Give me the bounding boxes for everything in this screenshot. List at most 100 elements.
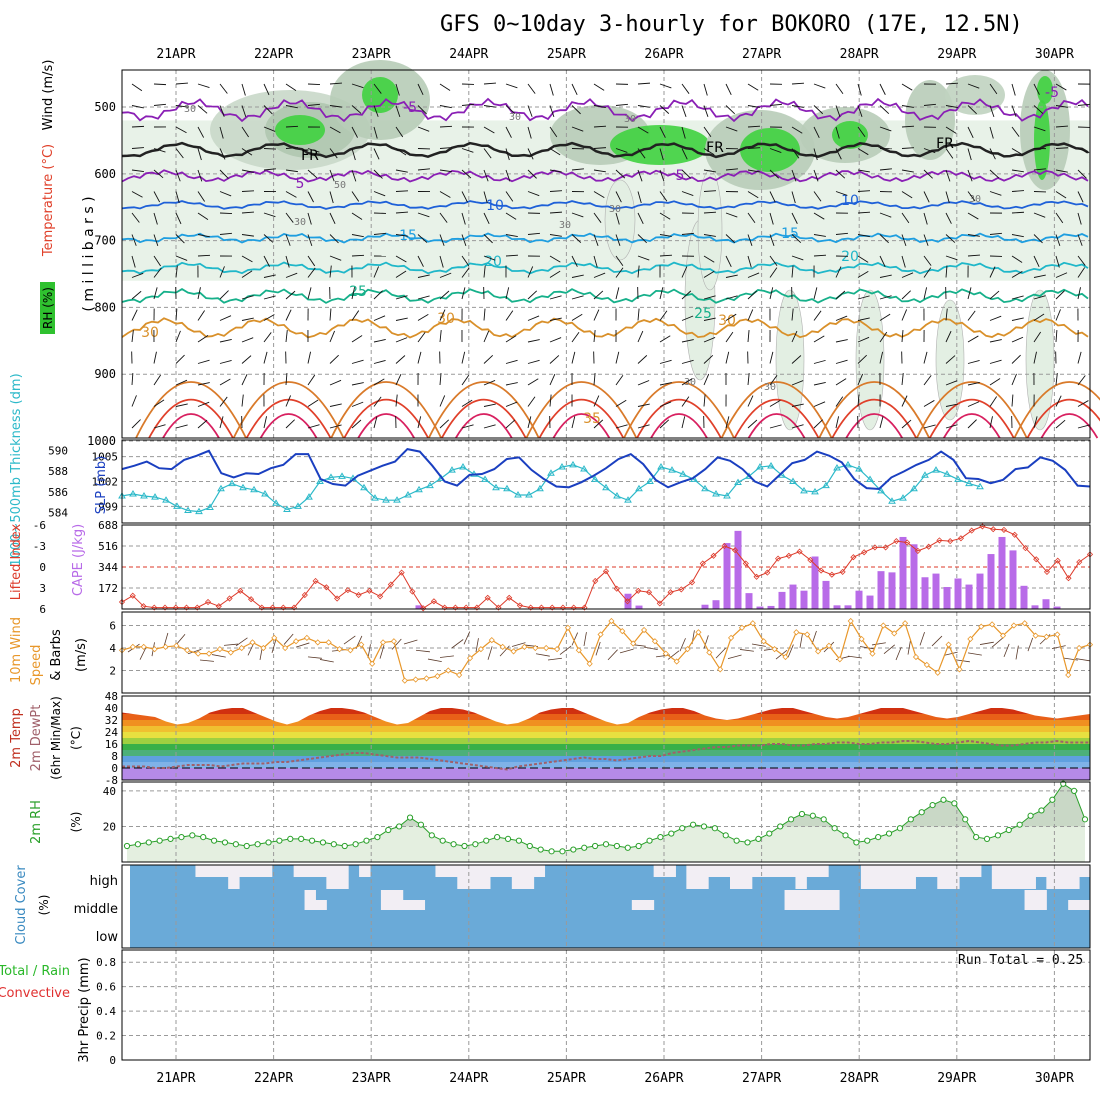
wind-barb bbox=[307, 169, 318, 179]
wind-barb bbox=[879, 274, 892, 278]
wind-barb bbox=[1033, 255, 1040, 268]
wind-barb bbox=[703, 126, 712, 138]
wind-speed-line bbox=[121, 619, 1091, 682]
wind-barb bbox=[1055, 234, 1061, 247]
lifted-index-point bbox=[377, 593, 384, 600]
cape-bar bbox=[778, 591, 786, 609]
cloud-clear-high bbox=[915, 865, 927, 877]
cape-bar bbox=[767, 605, 775, 609]
lifted-index-point bbox=[1054, 557, 1061, 564]
cloud-clear-high bbox=[1046, 865, 1058, 889]
lifted-index-markers bbox=[118, 523, 1094, 612]
wind-speed-point bbox=[619, 628, 626, 635]
wind-barb bbox=[461, 287, 466, 300]
wind-barb bbox=[747, 191, 759, 199]
temperature-band bbox=[122, 750, 1090, 756]
run-total-label: Run Total = 0.25 bbox=[958, 953, 1084, 968]
wind-barb bbox=[681, 290, 692, 300]
wind-barb bbox=[901, 212, 910, 224]
wind-speed-point bbox=[184, 647, 191, 654]
wind-barb bbox=[197, 310, 205, 321]
thickness-point bbox=[910, 484, 918, 492]
wind-barb bbox=[1077, 375, 1086, 386]
wind-barb bbox=[637, 169, 643, 182]
cape-bar bbox=[800, 590, 808, 609]
wind-barb bbox=[131, 419, 141, 429]
rh-axis-label: RH (%) bbox=[41, 287, 55, 329]
wind-speed-point bbox=[804, 631, 811, 638]
pressure-tick: 500 bbox=[94, 100, 116, 114]
wind-barb bbox=[945, 265, 948, 278]
rh2m-point bbox=[167, 835, 174, 842]
wind-barb bbox=[263, 332, 272, 343]
wind-barb bbox=[197, 254, 211, 257]
wind-barb bbox=[593, 419, 604, 429]
surface-wind-barb bbox=[907, 640, 911, 655]
wind-barb bbox=[791, 191, 796, 204]
surface-wind-barb bbox=[571, 632, 579, 646]
wind-barb bbox=[703, 337, 716, 343]
wind-barb bbox=[483, 255, 496, 261]
lifted-index-point bbox=[334, 595, 341, 602]
thickness-point bbox=[239, 483, 247, 491]
wind-barb bbox=[439, 147, 452, 149]
wind-barb bbox=[549, 148, 561, 156]
cape-bar bbox=[1042, 599, 1050, 609]
wind-speed-point bbox=[162, 643, 169, 650]
wind-speed-point bbox=[445, 667, 452, 674]
wind-barb bbox=[725, 313, 737, 321]
wind-barb bbox=[945, 169, 951, 182]
lifted-index-point bbox=[785, 552, 792, 559]
isotherm-label: 30 bbox=[141, 325, 159, 341]
wind-barb bbox=[791, 212, 798, 224]
wind-barb bbox=[923, 191, 930, 203]
cape-tick: 516 bbox=[98, 540, 118, 553]
wind-barb bbox=[505, 169, 511, 182]
wind-speed-point bbox=[673, 658, 680, 665]
lifted-index-point bbox=[678, 586, 685, 593]
chart-title: GFS 0~10day 3-hourly for BOKORO (17E, 12… bbox=[440, 12, 1023, 37]
temp-units-label: (°C) bbox=[69, 726, 83, 750]
wind-barb bbox=[285, 191, 297, 198]
wind-barb bbox=[1077, 400, 1089, 407]
lifted-index-point bbox=[796, 548, 803, 555]
rh2m-point bbox=[940, 796, 947, 803]
precip-tick: 0.6 bbox=[96, 981, 116, 994]
wind-barb bbox=[549, 126, 558, 138]
wind-barb bbox=[725, 105, 735, 115]
wind-barb bbox=[483, 82, 496, 85]
lifted-index-point bbox=[452, 604, 459, 611]
wind-barb bbox=[681, 105, 687, 117]
wind-speed-point bbox=[238, 644, 245, 652]
wind-barb bbox=[461, 424, 474, 429]
wind-barb bbox=[571, 105, 581, 115]
wind-axis-label: Wind (m/s) bbox=[41, 60, 56, 131]
wind-barb bbox=[417, 83, 424, 96]
wind-barb bbox=[1055, 290, 1065, 300]
wind-barb bbox=[461, 399, 473, 407]
wind-barb bbox=[593, 272, 606, 278]
surface-wind-barb bbox=[643, 646, 658, 650]
wind-barb bbox=[901, 234, 907, 246]
wind-barb bbox=[593, 255, 598, 268]
wind-barb bbox=[175, 330, 181, 343]
wind-barb bbox=[329, 255, 342, 261]
surface-wind-barb bbox=[499, 645, 510, 657]
wind-barb bbox=[923, 148, 936, 154]
wind-barb bbox=[1011, 317, 1024, 321]
wind-barb bbox=[417, 295, 430, 300]
wind-barb bbox=[131, 309, 138, 321]
wind-speed-point bbox=[553, 646, 561, 653]
date-label-bottom: 22APR bbox=[254, 1071, 293, 1086]
rh2m-point bbox=[864, 837, 871, 844]
cape-bar bbox=[921, 577, 929, 609]
cape-bar bbox=[734, 530, 742, 609]
lifted-index-point bbox=[753, 573, 760, 580]
wind-barb bbox=[1077, 212, 1082, 225]
wind-speed-point bbox=[923, 661, 930, 668]
wind-barb bbox=[791, 255, 804, 261]
cape-tick: 172 bbox=[98, 582, 118, 595]
wind-barb bbox=[989, 232, 1002, 235]
cloud-clear-middle bbox=[1024, 890, 1036, 910]
wind-barb bbox=[967, 105, 977, 115]
